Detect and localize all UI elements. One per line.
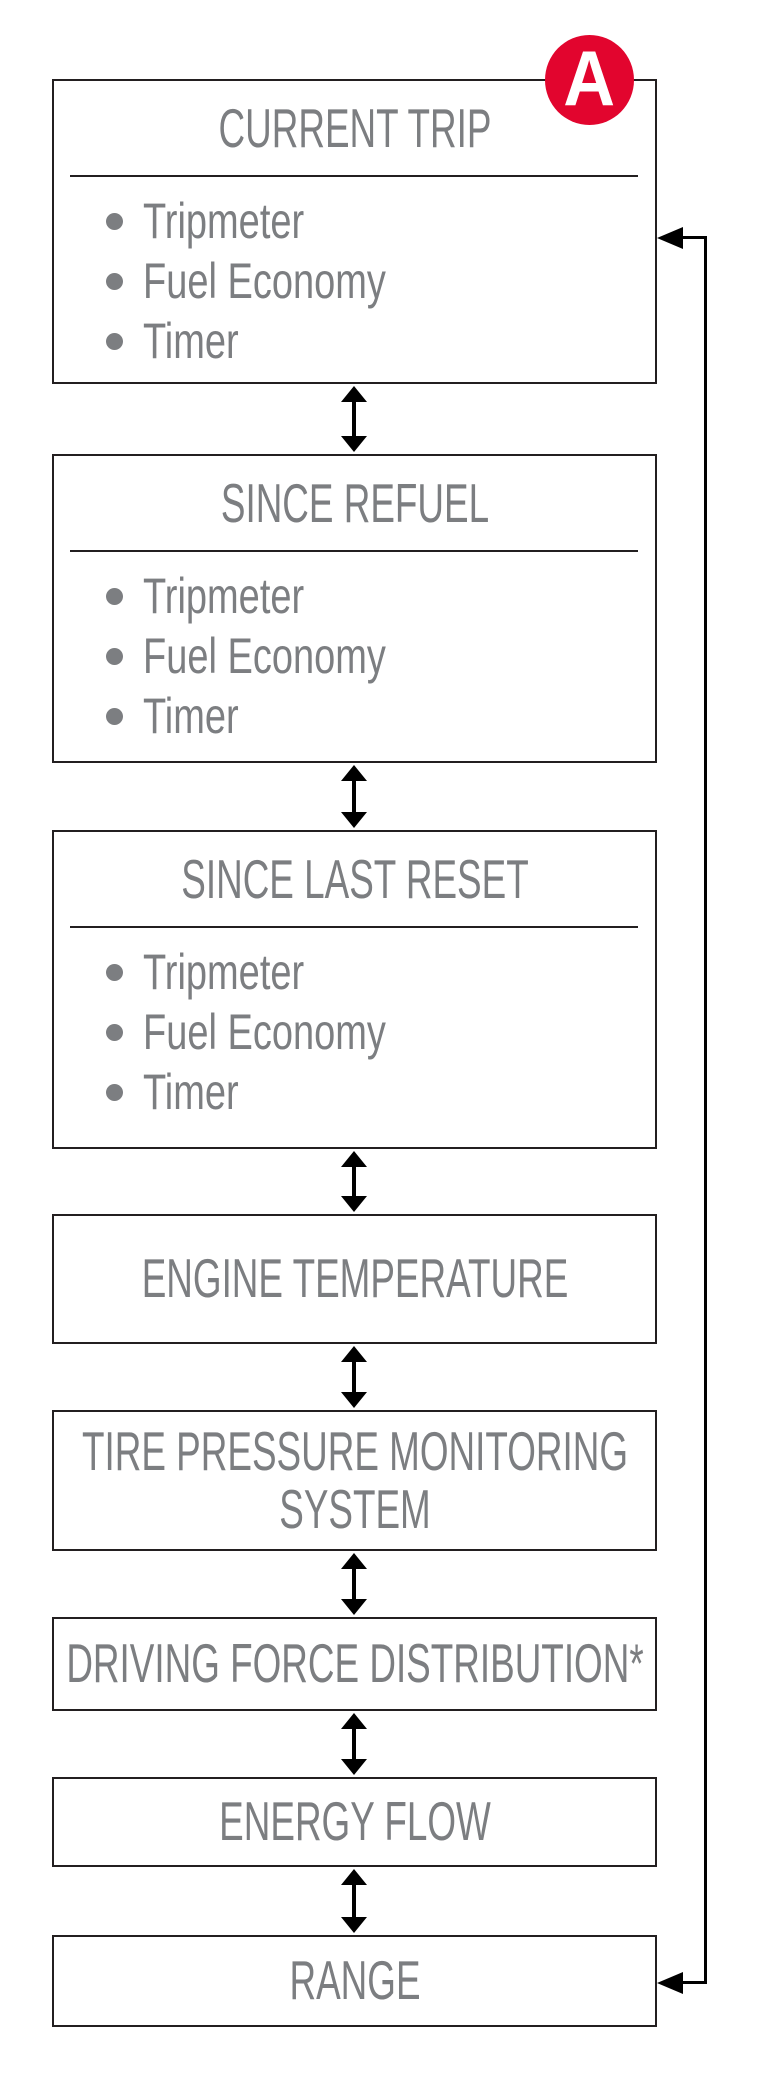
box-range: RANGE bbox=[52, 1935, 657, 2027]
bullet-icon bbox=[106, 1083, 123, 1101]
bullet-icon bbox=[106, 647, 123, 665]
list-item: Tripmeter bbox=[54, 191, 655, 251]
item-list: Tripmeter Fuel Economy Timer bbox=[54, 191, 655, 371]
box-title: DRIVING FORCE DISTRIBUTION* bbox=[65, 1632, 644, 1695]
arrow-up-icon bbox=[341, 386, 367, 402]
arrow-up-icon bbox=[341, 1151, 367, 1167]
box-energy-flow: ENERGY FLOW bbox=[52, 1777, 657, 1867]
item-label: Timer bbox=[143, 313, 239, 369]
list-item: Timer bbox=[54, 686, 655, 746]
bullet-icon bbox=[106, 212, 123, 230]
item-label: Fuel Economy bbox=[143, 253, 386, 309]
divider bbox=[70, 175, 638, 177]
list-item: Timer bbox=[54, 1062, 655, 1122]
item-label: Fuel Economy bbox=[143, 628, 386, 684]
list-item: Fuel Economy bbox=[54, 251, 655, 311]
item-label: Timer bbox=[143, 688, 239, 744]
box-title: SINCE LAST RESET bbox=[180, 848, 529, 911]
arrow-shaft bbox=[352, 1727, 356, 1761]
arrow-up-icon bbox=[341, 765, 367, 781]
bullet-icon bbox=[106, 272, 123, 290]
box-title: ENERGY FLOW bbox=[218, 1790, 491, 1853]
arrow-down-icon bbox=[341, 1196, 367, 1212]
item-label: Fuel Economy bbox=[143, 1004, 386, 1060]
item-list: Tripmeter Fuel Economy Timer bbox=[54, 566, 655, 746]
divider bbox=[70, 550, 638, 552]
box-title-row: CURRENT TRIP bbox=[54, 85, 655, 173]
box-title: RANGE bbox=[288, 1949, 421, 2012]
arrow-shaft bbox=[352, 1360, 356, 1394]
arrow-down-icon bbox=[341, 436, 367, 452]
arrow-up-icon bbox=[341, 1869, 367, 1885]
box-title: TIRE PRESSURE MONITORING SYSTEM bbox=[81, 1420, 628, 1540]
arrow-up-icon bbox=[341, 1346, 367, 1362]
bidirectional-arrow bbox=[341, 1869, 367, 1933]
arrow-down-icon bbox=[341, 1759, 367, 1775]
box-title: ENGINE TEMPERATURE bbox=[141, 1247, 568, 1310]
arrow-shaft bbox=[352, 1567, 356, 1601]
divider bbox=[70, 926, 638, 928]
callout-badge-a: A bbox=[545, 35, 634, 125]
bidirectional-arrow bbox=[341, 1151, 367, 1212]
arrow-up-icon bbox=[341, 1553, 367, 1569]
loop-connector-line bbox=[704, 236, 707, 1984]
arrow-down-icon bbox=[341, 812, 367, 828]
arrow-down-icon bbox=[341, 1917, 367, 1933]
bidirectional-arrow bbox=[341, 1553, 367, 1615]
item-list: Tripmeter Fuel Economy Timer bbox=[54, 942, 655, 1122]
item-label: Tripmeter bbox=[143, 193, 305, 249]
box-engine-temperature: ENGINE TEMPERATURE bbox=[52, 1214, 657, 1344]
arrow-shaft bbox=[352, 400, 356, 438]
item-label: Tripmeter bbox=[143, 944, 305, 1000]
list-item: Fuel Economy bbox=[54, 626, 655, 686]
bullet-icon bbox=[106, 332, 123, 350]
bidirectional-arrow bbox=[341, 1346, 367, 1408]
item-label: Timer bbox=[143, 1064, 239, 1120]
item-label: Tripmeter bbox=[143, 568, 305, 624]
bidirectional-arrow bbox=[341, 765, 367, 828]
box-driving-force-distribution: DRIVING FORCE DISTRIBUTION* bbox=[52, 1617, 657, 1711]
box-current-trip: CURRENT TRIP Tripmeter Fuel Economy Time… bbox=[52, 79, 657, 384]
bullet-icon bbox=[106, 1023, 123, 1041]
arrow-left-icon bbox=[657, 227, 683, 249]
bullet-icon bbox=[106, 963, 123, 981]
box-tire-pressure-monitoring-system: TIRE PRESSURE MONITORING SYSTEM bbox=[52, 1410, 657, 1551]
box-since-refuel: SINCE REFUEL Tripmeter Fuel Economy Time… bbox=[52, 454, 657, 763]
arrow-shaft bbox=[352, 1165, 356, 1198]
arrow-down-icon bbox=[341, 1599, 367, 1615]
arrow-up-icon bbox=[341, 1713, 367, 1729]
box-title: SINCE REFUEL bbox=[220, 472, 489, 535]
loop-connector-bottom-segment bbox=[679, 1981, 707, 1984]
arrow-down-icon bbox=[341, 1392, 367, 1408]
box-title-row: SINCE LAST RESET bbox=[54, 836, 655, 924]
arrow-shaft bbox=[352, 1883, 356, 1919]
box-title: CURRENT TRIP bbox=[217, 97, 491, 160]
box-since-last-reset: SINCE LAST RESET Tripmeter Fuel Economy … bbox=[52, 830, 657, 1149]
bidirectional-arrow bbox=[341, 386, 367, 452]
list-item: Timer bbox=[54, 311, 655, 371]
arrow-left-icon bbox=[657, 1972, 683, 1994]
box-title-row: SINCE REFUEL bbox=[54, 460, 655, 548]
list-item: Tripmeter bbox=[54, 942, 655, 1002]
bidirectional-arrow bbox=[341, 1713, 367, 1775]
list-item: Fuel Economy bbox=[54, 1002, 655, 1062]
arrow-shaft bbox=[352, 779, 356, 814]
badge-label: A bbox=[563, 34, 616, 122]
list-item: Tripmeter bbox=[54, 566, 655, 626]
bullet-icon bbox=[106, 707, 123, 725]
loop-connector-top-segment bbox=[679, 236, 707, 239]
bullet-icon bbox=[106, 587, 123, 605]
